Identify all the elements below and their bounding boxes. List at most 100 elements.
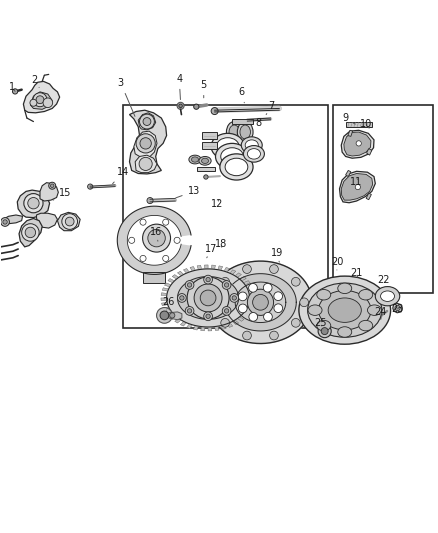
Polygon shape [215, 326, 219, 330]
Ellipse shape [237, 122, 253, 142]
Polygon shape [233, 320, 239, 325]
Ellipse shape [247, 289, 274, 316]
Polygon shape [248, 290, 254, 293]
Ellipse shape [170, 313, 175, 318]
Polygon shape [232, 119, 253, 124]
Ellipse shape [274, 292, 283, 301]
Text: 9: 9 [342, 113, 355, 124]
Ellipse shape [187, 277, 229, 319]
Ellipse shape [136, 134, 155, 153]
Ellipse shape [359, 320, 373, 331]
Ellipse shape [211, 108, 218, 115]
Polygon shape [161, 298, 167, 301]
Polygon shape [221, 325, 226, 329]
Polygon shape [230, 270, 236, 274]
Polygon shape [168, 279, 174, 283]
Ellipse shape [215, 143, 249, 169]
Ellipse shape [28, 198, 39, 209]
Polygon shape [244, 281, 250, 285]
Ellipse shape [222, 306, 231, 315]
Polygon shape [180, 321, 187, 326]
Polygon shape [166, 269, 250, 327]
Ellipse shape [225, 158, 248, 176]
Polygon shape [249, 295, 255, 298]
Ellipse shape [129, 237, 135, 244]
Ellipse shape [140, 255, 146, 262]
Ellipse shape [230, 294, 239, 302]
Ellipse shape [185, 306, 194, 315]
Polygon shape [117, 206, 191, 274]
Ellipse shape [140, 114, 154, 129]
Ellipse shape [179, 104, 182, 108]
Ellipse shape [177, 102, 184, 109]
Polygon shape [225, 273, 296, 331]
Polygon shape [57, 212, 80, 231]
Ellipse shape [328, 298, 361, 322]
Polygon shape [170, 315, 177, 319]
Polygon shape [366, 193, 371, 200]
Polygon shape [344, 132, 371, 156]
Polygon shape [197, 265, 201, 270]
Text: 17: 17 [205, 244, 217, 258]
Ellipse shape [88, 184, 93, 189]
Polygon shape [208, 327, 212, 331]
Ellipse shape [243, 265, 251, 273]
Ellipse shape [204, 312, 212, 321]
Polygon shape [224, 268, 230, 272]
Polygon shape [165, 283, 171, 287]
Text: 3: 3 [118, 78, 135, 116]
Ellipse shape [226, 122, 242, 142]
Ellipse shape [244, 146, 265, 162]
Ellipse shape [187, 283, 192, 287]
Ellipse shape [140, 219, 146, 225]
Ellipse shape [375, 287, 400, 306]
Ellipse shape [62, 214, 78, 229]
Text: 15: 15 [53, 188, 71, 200]
Ellipse shape [162, 219, 169, 225]
Polygon shape [138, 113, 155, 130]
Ellipse shape [156, 308, 172, 323]
Ellipse shape [206, 277, 210, 282]
Text: 14: 14 [113, 167, 130, 184]
Ellipse shape [307, 283, 382, 337]
Polygon shape [227, 322, 233, 327]
Ellipse shape [216, 138, 239, 155]
Text: 24: 24 [374, 308, 387, 317]
Ellipse shape [381, 291, 395, 302]
Ellipse shape [180, 296, 184, 300]
Text: 22: 22 [377, 274, 389, 287]
Polygon shape [166, 311, 173, 315]
Ellipse shape [317, 320, 331, 331]
Polygon shape [242, 313, 248, 317]
Ellipse shape [204, 275, 212, 284]
Text: 11: 11 [350, 177, 362, 187]
Text: 6: 6 [239, 87, 245, 103]
Text: 25: 25 [314, 318, 327, 328]
Text: 5: 5 [201, 80, 207, 98]
Polygon shape [1, 215, 22, 225]
Text: 12: 12 [211, 199, 223, 208]
Polygon shape [197, 167, 215, 171]
Ellipse shape [308, 305, 322, 316]
Ellipse shape [317, 289, 331, 300]
Ellipse shape [359, 289, 373, 300]
Polygon shape [175, 318, 181, 323]
Ellipse shape [33, 93, 47, 107]
Ellipse shape [194, 104, 199, 109]
Polygon shape [163, 307, 170, 311]
Ellipse shape [140, 138, 151, 149]
Ellipse shape [249, 312, 258, 321]
Text: 16: 16 [150, 228, 162, 241]
Ellipse shape [21, 224, 39, 241]
Ellipse shape [143, 118, 151, 125]
Ellipse shape [49, 182, 56, 189]
Polygon shape [209, 261, 312, 343]
Ellipse shape [338, 327, 352, 337]
Ellipse shape [220, 154, 253, 180]
Ellipse shape [36, 96, 44, 103]
Ellipse shape [291, 277, 300, 286]
Text: 1: 1 [10, 83, 16, 93]
Polygon shape [348, 130, 353, 136]
Ellipse shape [291, 318, 300, 327]
Bar [332, 105, 433, 293]
